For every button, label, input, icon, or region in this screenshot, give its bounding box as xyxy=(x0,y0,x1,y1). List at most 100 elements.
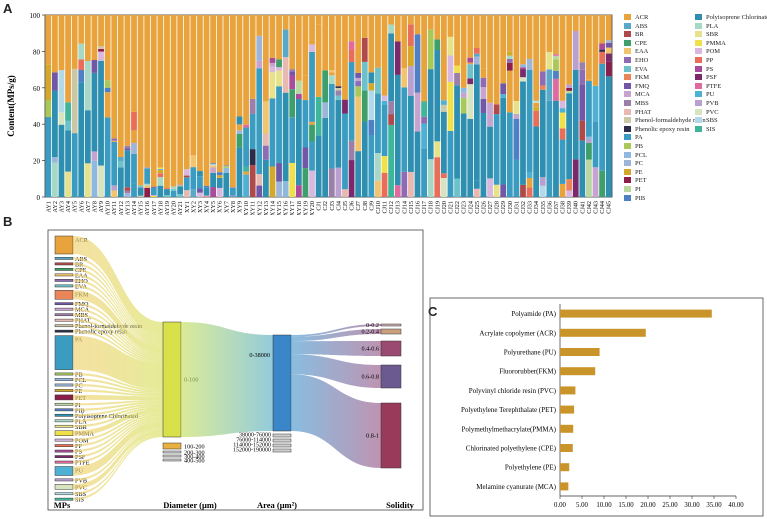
x-tick-label-a: AY18 xyxy=(157,201,164,215)
stack-segment xyxy=(401,87,408,172)
stack-segment xyxy=(520,15,526,65)
sankey-flow xyxy=(73,302,163,355)
x-tick-label-a: CJ22 xyxy=(454,201,461,214)
stack-segment xyxy=(566,90,573,94)
stack-segment xyxy=(566,15,573,85)
legend-swatch xyxy=(624,168,631,175)
x-tick-label-a: AY7 xyxy=(85,201,92,212)
stack-segment xyxy=(447,130,454,197)
legend-item-a: PHAT xyxy=(624,108,652,117)
sankey-node-mps xyxy=(54,378,74,381)
legend-swatch xyxy=(624,74,631,81)
stack-segment xyxy=(295,185,302,197)
stack-segment xyxy=(45,64,52,101)
legend-swatch xyxy=(624,177,631,184)
x-tick-label-a: XY11 xyxy=(250,201,257,215)
sankey-flow xyxy=(73,330,163,364)
sankey-node-label: 0.6-0.8 xyxy=(361,374,379,381)
legend-item-a: BR xyxy=(624,31,644,39)
stack-segment xyxy=(546,51,553,70)
stack-segment xyxy=(460,92,467,98)
x-tick-label-a: CJ26 xyxy=(480,201,487,214)
stack-segment xyxy=(533,102,540,108)
sankey-flow xyxy=(181,322,273,437)
stack-segment xyxy=(335,95,342,100)
legend-swatch xyxy=(695,57,702,63)
legend-swatch xyxy=(624,100,631,106)
stack-segment xyxy=(526,177,533,188)
category-label-c: Polyethylene (PE) xyxy=(505,464,557,472)
sankey-node-label: PS xyxy=(75,449,82,456)
stack-segment xyxy=(586,15,592,80)
x-tick-label-a: AY15 xyxy=(138,201,145,215)
sankey-flow xyxy=(73,435,163,501)
stack-segment xyxy=(124,190,131,194)
stack-segment xyxy=(539,185,546,197)
stack-segment xyxy=(520,64,526,68)
stack-segment xyxy=(368,134,375,197)
bar-c xyxy=(560,348,600,356)
x-tick-label-a: AY8 xyxy=(91,201,98,212)
stack-segment xyxy=(553,55,559,60)
sankey-node-mps xyxy=(54,430,74,436)
stack-segment xyxy=(553,59,559,71)
stack-segment xyxy=(421,148,427,197)
legend-label: PHAT xyxy=(635,108,652,116)
x-tick-label-a: CJ6 xyxy=(349,201,356,211)
x-tick-label-a: CJ18 xyxy=(428,201,435,214)
stack-segment xyxy=(124,150,131,188)
sankey-flow xyxy=(73,414,163,447)
stack-segment xyxy=(131,183,137,197)
legend-item-a: Phenolic epoxy resin xyxy=(624,125,690,134)
legend-label: PP xyxy=(706,57,714,64)
stack-segment xyxy=(460,97,467,114)
y-tick-label-a: 40 xyxy=(33,121,41,129)
stack-segment xyxy=(197,188,203,193)
stack-segment xyxy=(559,112,566,129)
stack-segment xyxy=(276,59,282,68)
x-tick-label-a: XY9 xyxy=(236,201,243,213)
x-tick-label-c: 10.00 xyxy=(596,502,612,509)
stack-segment xyxy=(236,147,243,197)
stack-segment xyxy=(440,178,447,197)
stack-segment xyxy=(302,15,309,76)
stack-segment xyxy=(223,166,230,168)
stack-segment xyxy=(170,15,177,187)
x-tick-label-a: AY16 xyxy=(144,201,151,215)
sankey-node-mps xyxy=(54,394,74,401)
sankey-flow xyxy=(73,262,163,340)
stack-segment xyxy=(388,33,395,102)
sankey-node-solidity xyxy=(380,340,402,357)
stack-segment xyxy=(605,42,612,48)
stack-segment xyxy=(210,15,217,164)
stack-segment xyxy=(131,15,137,112)
sankey-node-mps xyxy=(54,257,74,260)
legend-label: CPE xyxy=(635,39,647,47)
legend-item-a: PVB xyxy=(695,100,719,108)
stack-segment xyxy=(124,193,131,197)
legend-label: FKM xyxy=(635,74,650,82)
stack-segment xyxy=(586,159,592,197)
stack-segment xyxy=(289,75,296,90)
stack-segment xyxy=(421,15,427,102)
stack-segment xyxy=(144,168,151,184)
sankey-node-label: POM xyxy=(75,438,89,445)
stack-segment xyxy=(440,15,447,101)
legend-swatch xyxy=(695,22,702,29)
panel-c-frame xyxy=(429,297,764,517)
stack-segment xyxy=(388,15,395,25)
sankey-node-mps xyxy=(54,383,74,387)
stack-segment xyxy=(559,108,566,113)
stack-segment xyxy=(566,87,573,91)
sankey-node-label: PVB xyxy=(75,477,87,484)
stack-segment xyxy=(480,112,487,197)
stack-segment xyxy=(355,15,362,73)
stack-segment xyxy=(309,124,315,142)
stack-segment xyxy=(473,56,480,65)
stack-segment xyxy=(289,89,296,118)
sankey-flow xyxy=(73,383,163,395)
stack-segment xyxy=(592,85,599,122)
legend-label: Phenolic epoxy resin xyxy=(635,125,690,133)
stack-segment xyxy=(295,93,302,100)
sankey-flow xyxy=(73,407,163,428)
